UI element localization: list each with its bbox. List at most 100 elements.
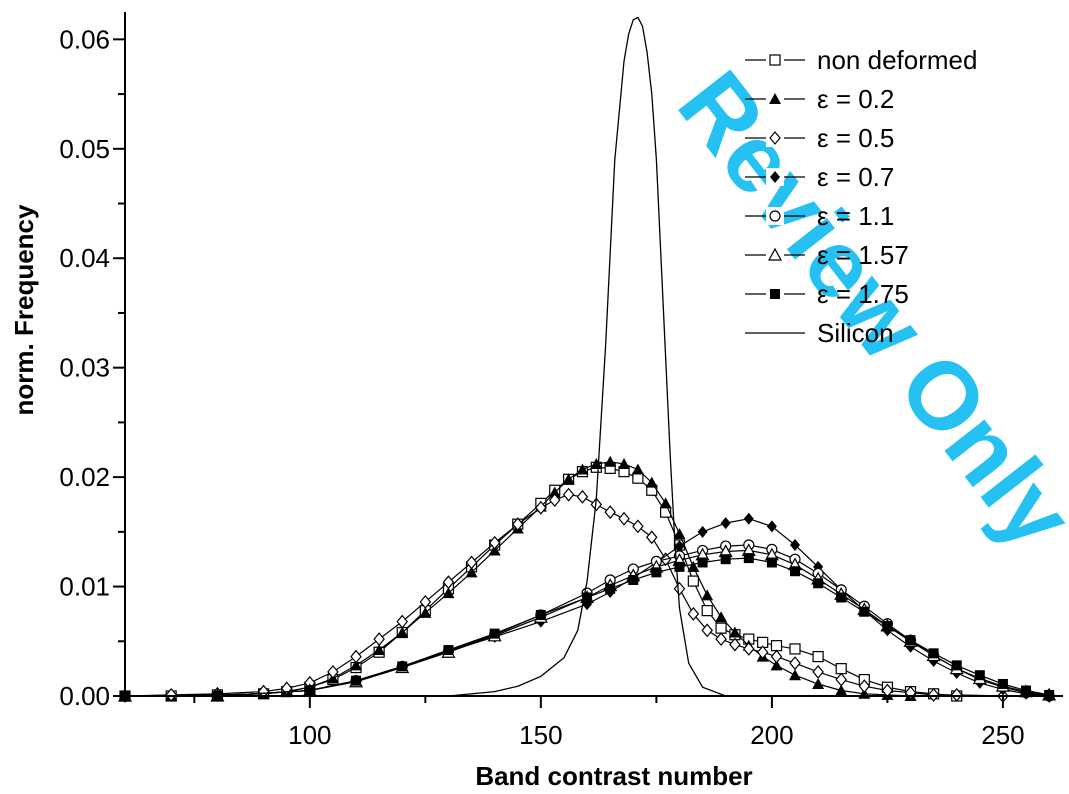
legend-marker bbox=[769, 131, 781, 145]
data-point bbox=[766, 520, 777, 533]
axes: 100 150 200 250 0.00 0.01 0.02 0.03 0.04 0.05 0.06 bbox=[59, 12, 1063, 750]
legend-item: ε = 1.57 bbox=[745, 240, 909, 270]
legend-item: ε = 1.1 bbox=[745, 201, 894, 231]
data-point bbox=[442, 575, 455, 590]
x-tick-label: 100 bbox=[288, 720, 331, 750]
x-tick-label: 250 bbox=[981, 720, 1024, 750]
data-point bbox=[604, 455, 617, 467]
y-tick-label: 0.00 bbox=[59, 681, 110, 711]
series-6 bbox=[120, 553, 1055, 701]
data-point bbox=[905, 635, 916, 646]
data-point bbox=[489, 628, 500, 639]
data-point bbox=[651, 567, 662, 578]
data-point bbox=[674, 540, 685, 553]
legend-marker bbox=[769, 54, 781, 66]
data-point bbox=[770, 659, 783, 671]
data-point bbox=[535, 500, 547, 515]
data-point bbox=[645, 530, 658, 545]
data-point bbox=[835, 663, 847, 675]
data-point bbox=[465, 566, 478, 578]
data-point bbox=[632, 519, 644, 534]
data-point bbox=[631, 463, 644, 475]
series-5 bbox=[117, 543, 1057, 702]
y-tick-label: 0.04 bbox=[59, 243, 110, 273]
legend-label: ε = 0.2 bbox=[817, 84, 894, 114]
legend-item: non deformed bbox=[745, 45, 977, 75]
data-point bbox=[397, 661, 408, 672]
data-point bbox=[351, 675, 362, 686]
data-point bbox=[697, 557, 708, 568]
data-point bbox=[576, 489, 589, 504]
x-axis-title: Band contrast number bbox=[475, 761, 752, 791]
legend-marker bbox=[769, 93, 781, 104]
data-point bbox=[442, 587, 455, 599]
legend-item: ε = 0.2 bbox=[745, 84, 894, 114]
data-point bbox=[465, 555, 478, 570]
legend-label: ε = 0.7 bbox=[817, 162, 894, 192]
data-point bbox=[618, 457, 631, 469]
data-point bbox=[790, 538, 800, 551]
data-point bbox=[687, 606, 700, 621]
legend-marker bbox=[769, 210, 781, 222]
data-point bbox=[701, 605, 713, 617]
data-point bbox=[165, 687, 177, 702]
data-point bbox=[1021, 685, 1032, 696]
legend-item: ε = 1.75 bbox=[745, 279, 909, 309]
y-axis-title: norm. Frequency bbox=[9, 204, 39, 415]
data-point bbox=[835, 672, 847, 687]
series-3 bbox=[120, 512, 1055, 702]
y-tick-label: 0.01 bbox=[59, 572, 110, 602]
data-point bbox=[488, 535, 501, 550]
y-tick-label: 0.02 bbox=[59, 462, 110, 492]
data-point bbox=[835, 684, 848, 696]
data-point bbox=[562, 473, 575, 485]
data-point bbox=[858, 679, 871, 694]
data-point bbox=[419, 606, 432, 618]
data-point bbox=[812, 677, 825, 689]
data-point bbox=[632, 472, 644, 484]
data-point bbox=[582, 592, 593, 603]
data-point bbox=[687, 560, 700, 572]
legend-marker bbox=[770, 171, 780, 183]
data-point bbox=[770, 640, 783, 652]
data-point bbox=[396, 614, 409, 629]
data-point bbox=[257, 684, 270, 699]
x-tick-label: 150 bbox=[519, 720, 562, 750]
data-point bbox=[790, 566, 800, 577]
data-point bbox=[974, 670, 985, 681]
data-point bbox=[443, 645, 454, 656]
data-point bbox=[836, 592, 847, 603]
data-point bbox=[743, 553, 754, 564]
data-point bbox=[812, 651, 824, 663]
data-point bbox=[715, 622, 727, 634]
data-point bbox=[770, 649, 783, 664]
legend: non deformed ε = 0.2 ε = 0.5 ε = 0.7 ε = 1.1… bbox=[745, 45, 977, 348]
data-point bbox=[715, 632, 727, 647]
series-7 bbox=[125, 16, 1063, 697]
data-point bbox=[720, 517, 731, 530]
legend-label: Silicon bbox=[817, 318, 894, 348]
data-point bbox=[789, 656, 801, 671]
data-point bbox=[548, 486, 561, 498]
data-point bbox=[605, 583, 616, 594]
data-point bbox=[701, 589, 714, 601]
data-point bbox=[562, 487, 575, 502]
legend-marker bbox=[770, 289, 780, 299]
data-point bbox=[576, 463, 589, 475]
y-tick-label: 0.03 bbox=[59, 353, 110, 383]
legend-item: ε = 0.7 bbox=[745, 162, 894, 192]
y-tick-label: 0.05 bbox=[59, 134, 110, 164]
data-point bbox=[715, 611, 728, 623]
data-point bbox=[590, 457, 603, 469]
legend-label: ε = 0.5 bbox=[817, 123, 894, 153]
data-point bbox=[859, 606, 870, 617]
data-point bbox=[950, 687, 963, 702]
series-2 bbox=[119, 487, 1055, 703]
data-point bbox=[743, 642, 755, 656]
data-point bbox=[813, 578, 824, 589]
data-point bbox=[928, 648, 939, 659]
data-point bbox=[488, 544, 501, 556]
y-tick-label: 0.06 bbox=[59, 24, 110, 54]
data-point bbox=[373, 632, 385, 647]
